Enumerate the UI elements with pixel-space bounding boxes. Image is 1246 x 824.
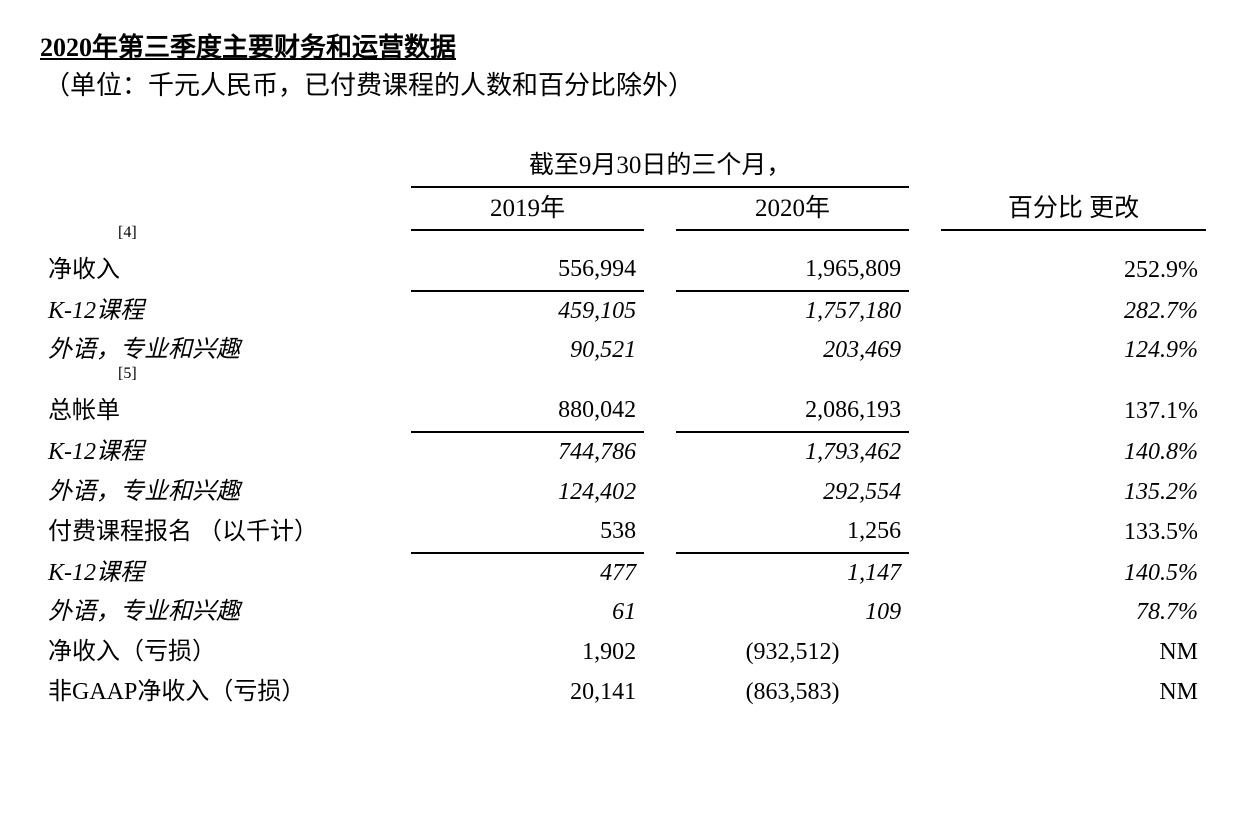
table-header-spanner: 截至9月30日的三个月， bbox=[40, 145, 1206, 187]
financial-table: 截至9月30日的三个月， 2019年 2020年 百分比 更改 [4] 净收入 5… bbox=[40, 145, 1206, 712]
footnote-5: [5] bbox=[48, 365, 137, 382]
cell-2020: 1,757,180 bbox=[676, 291, 909, 332]
row-label: 外语，专业和兴趣 bbox=[40, 473, 400, 513]
report-subtitle: （单位：千元人民币，已付费课程的人数和百分比除外） bbox=[40, 68, 1206, 104]
row-label: K-12课程 bbox=[40, 553, 400, 594]
cell-2020: 1,256 bbox=[676, 512, 909, 553]
table-row: 净收入（亏损） 1,902 (932,512) NM bbox=[40, 633, 1206, 673]
cell-pct: 140.5% bbox=[941, 553, 1206, 594]
cell-2019: 20,141 bbox=[411, 673, 644, 713]
row-label: 净收入（亏损） bbox=[40, 633, 400, 673]
cell-2019: 124,402 bbox=[411, 473, 644, 513]
cell-pct: 282.7% bbox=[941, 291, 1206, 332]
cell-2020: 109 bbox=[676, 593, 909, 633]
cell-2019: 744,786 bbox=[411, 432, 644, 473]
cell-pct: NM bbox=[941, 633, 1206, 673]
cell-2020: 1,965,809 bbox=[676, 250, 909, 291]
row-label: 净收入 bbox=[40, 250, 400, 291]
table-row: 外语，专业和兴趣 124,402 292,554 135.2% bbox=[40, 473, 1206, 513]
cell-pct: 140.8% bbox=[941, 432, 1206, 473]
cell-2020: 1,147 bbox=[676, 553, 909, 594]
table-row: 净收入 556,994 1,965,809 252.9% bbox=[40, 250, 1206, 291]
header-pct: 百分比 更改 bbox=[941, 187, 1206, 230]
table-row: K-12课程 477 1,147 140.5% bbox=[40, 553, 1206, 594]
row-label: 非GAAP净收入（亏损） bbox=[40, 673, 400, 713]
row-label: K-12课程 bbox=[40, 432, 400, 473]
cell-pct: 124.9% bbox=[941, 331, 1206, 371]
cell-pct: 135.2% bbox=[941, 473, 1206, 513]
cell-2020: 203,469 bbox=[676, 331, 909, 371]
header-spanner: 截至9月30日的三个月， bbox=[411, 145, 909, 187]
cell-2019: 61 bbox=[411, 593, 644, 633]
row-label: 外语，专业和兴趣 bbox=[40, 593, 400, 633]
footnote-5-row: [5] bbox=[40, 371, 1206, 391]
table-row: 外语，专业和兴趣90,521203,469124.9% bbox=[40, 331, 1206, 371]
table-row: 总帐单 880,042 2,086,193 137.1% bbox=[40, 391, 1206, 432]
cell-2020: 292,554 bbox=[676, 473, 909, 513]
table-row: 非GAAP净收入（亏损） 20,141 (863,583) NM bbox=[40, 673, 1206, 713]
cell-2019: 459,105 bbox=[411, 291, 644, 332]
report-title: 2020年第三季度主要财务和运营数据 bbox=[40, 30, 1206, 66]
table-row: K-12课程 459,105 1,757,180 282.7% bbox=[40, 291, 1206, 332]
cell-pct: 137.1% bbox=[941, 391, 1206, 432]
cell-pct: 252.9% bbox=[941, 250, 1206, 291]
row-label: 总帐单 bbox=[40, 391, 400, 432]
cell-2019: 880,042 bbox=[411, 391, 644, 432]
row-label: 付费课程报名 （以千计） bbox=[40, 512, 400, 553]
cell-2020: 2,086,193 bbox=[676, 391, 909, 432]
cell-2019: 538 bbox=[411, 512, 644, 553]
cell-2019: 477 bbox=[411, 553, 644, 594]
footnote-4-row: [4] bbox=[40, 230, 1206, 250]
cell-2019: 90,521 bbox=[411, 331, 644, 371]
table-row: 付费课程报名 （以千计） 538 1,256 133.5% bbox=[40, 512, 1206, 553]
table-row: 外语，专业和兴趣 61 109 78.7% bbox=[40, 593, 1206, 633]
table-header-cols: 2019年 2020年 百分比 更改 bbox=[40, 187, 1206, 230]
header-2020: 2020年 bbox=[676, 187, 909, 230]
cell-2019: 556,994 bbox=[411, 250, 644, 291]
cell-2020: (863,583) bbox=[676, 673, 909, 713]
cell-pct: 78.7% bbox=[941, 593, 1206, 633]
row-label: K-12课程 bbox=[40, 291, 400, 332]
cell-pct: 133.5% bbox=[941, 512, 1206, 553]
cell-2019: 1,902 bbox=[411, 633, 644, 673]
cell-2020: 1,793,462 bbox=[676, 432, 909, 473]
cell-pct: NM bbox=[941, 673, 1206, 713]
header-2019: 2019年 bbox=[411, 187, 644, 230]
cell-2020: (932,512) bbox=[676, 633, 909, 673]
footnote-4: [4] bbox=[48, 224, 137, 241]
table-row: K-12课程 744,786 1,793,462 140.8% bbox=[40, 432, 1206, 473]
